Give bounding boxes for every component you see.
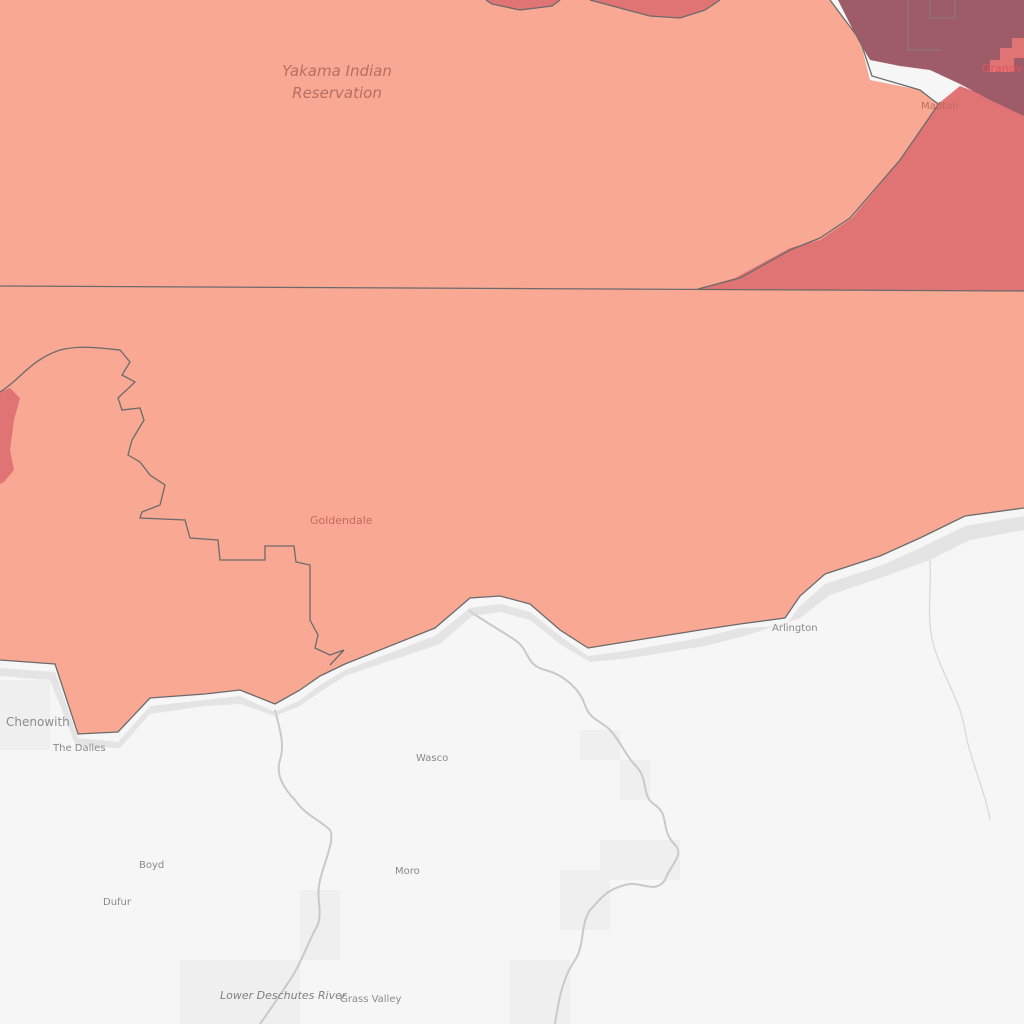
label-yakama-line2: Reservation: [292, 84, 382, 102]
dark-region-blocks: [990, 38, 1024, 72]
label-dufur: Dufur: [103, 897, 132, 908]
region-top-medium[interactable]: [590, 0, 720, 18]
label-lower-deschutes-river: Lower Deschutes River: [220, 989, 347, 1002]
columbia-river-boundary: [0, 507, 1024, 735]
top-blob-boundary-2: [589, 0, 721, 19]
region-west-medium[interactable]: [0, 388, 20, 484]
label-mabton: Mabton: [921, 101, 959, 112]
region-divider: [697, 101, 941, 290]
label-boyd: Boyd: [139, 860, 165, 871]
state-county-line: [0, 285, 1024, 292]
river-lines: [259, 559, 991, 1024]
label-yakama-line1: Yakama Indian: [282, 62, 392, 80]
region-klickitat[interactable]: [0, 286, 1024, 734]
region-top-small[interactable]: [486, 0, 560, 10]
region-east-medium[interactable]: [698, 86, 1024, 291]
grid-lines: [907, 0, 956, 51]
lower-deschutes-river: [259, 709, 333, 1024]
label-wasco: Wasco: [416, 753, 449, 764]
label-the-dalles: The Dalles: [53, 743, 106, 754]
deschutes-river: [467, 609, 680, 1024]
label-arlington: Arlington: [772, 623, 818, 634]
label-yakama-reservation: Yakama Indian Reservation: [262, 60, 412, 104]
label-grass-valley: Grass Valley: [340, 994, 402, 1005]
label-grandview: Grandv: [982, 62, 1023, 75]
top-blob-boundary: [485, 0, 561, 11]
region-northeast-dark[interactable]: [838, 0, 1024, 116]
label-goldendale: Goldendale: [310, 514, 373, 527]
creek-east: [928, 559, 991, 821]
county-boundaries: [0, 0, 1024, 735]
label-chenowith: Chenowith: [6, 715, 70, 729]
klickitat-boundary: [0, 346, 345, 666]
region-yakama[interactable]: [0, 0, 938, 289]
label-moro: Moro: [395, 866, 420, 877]
northeast-boundary: [829, 0, 939, 105]
